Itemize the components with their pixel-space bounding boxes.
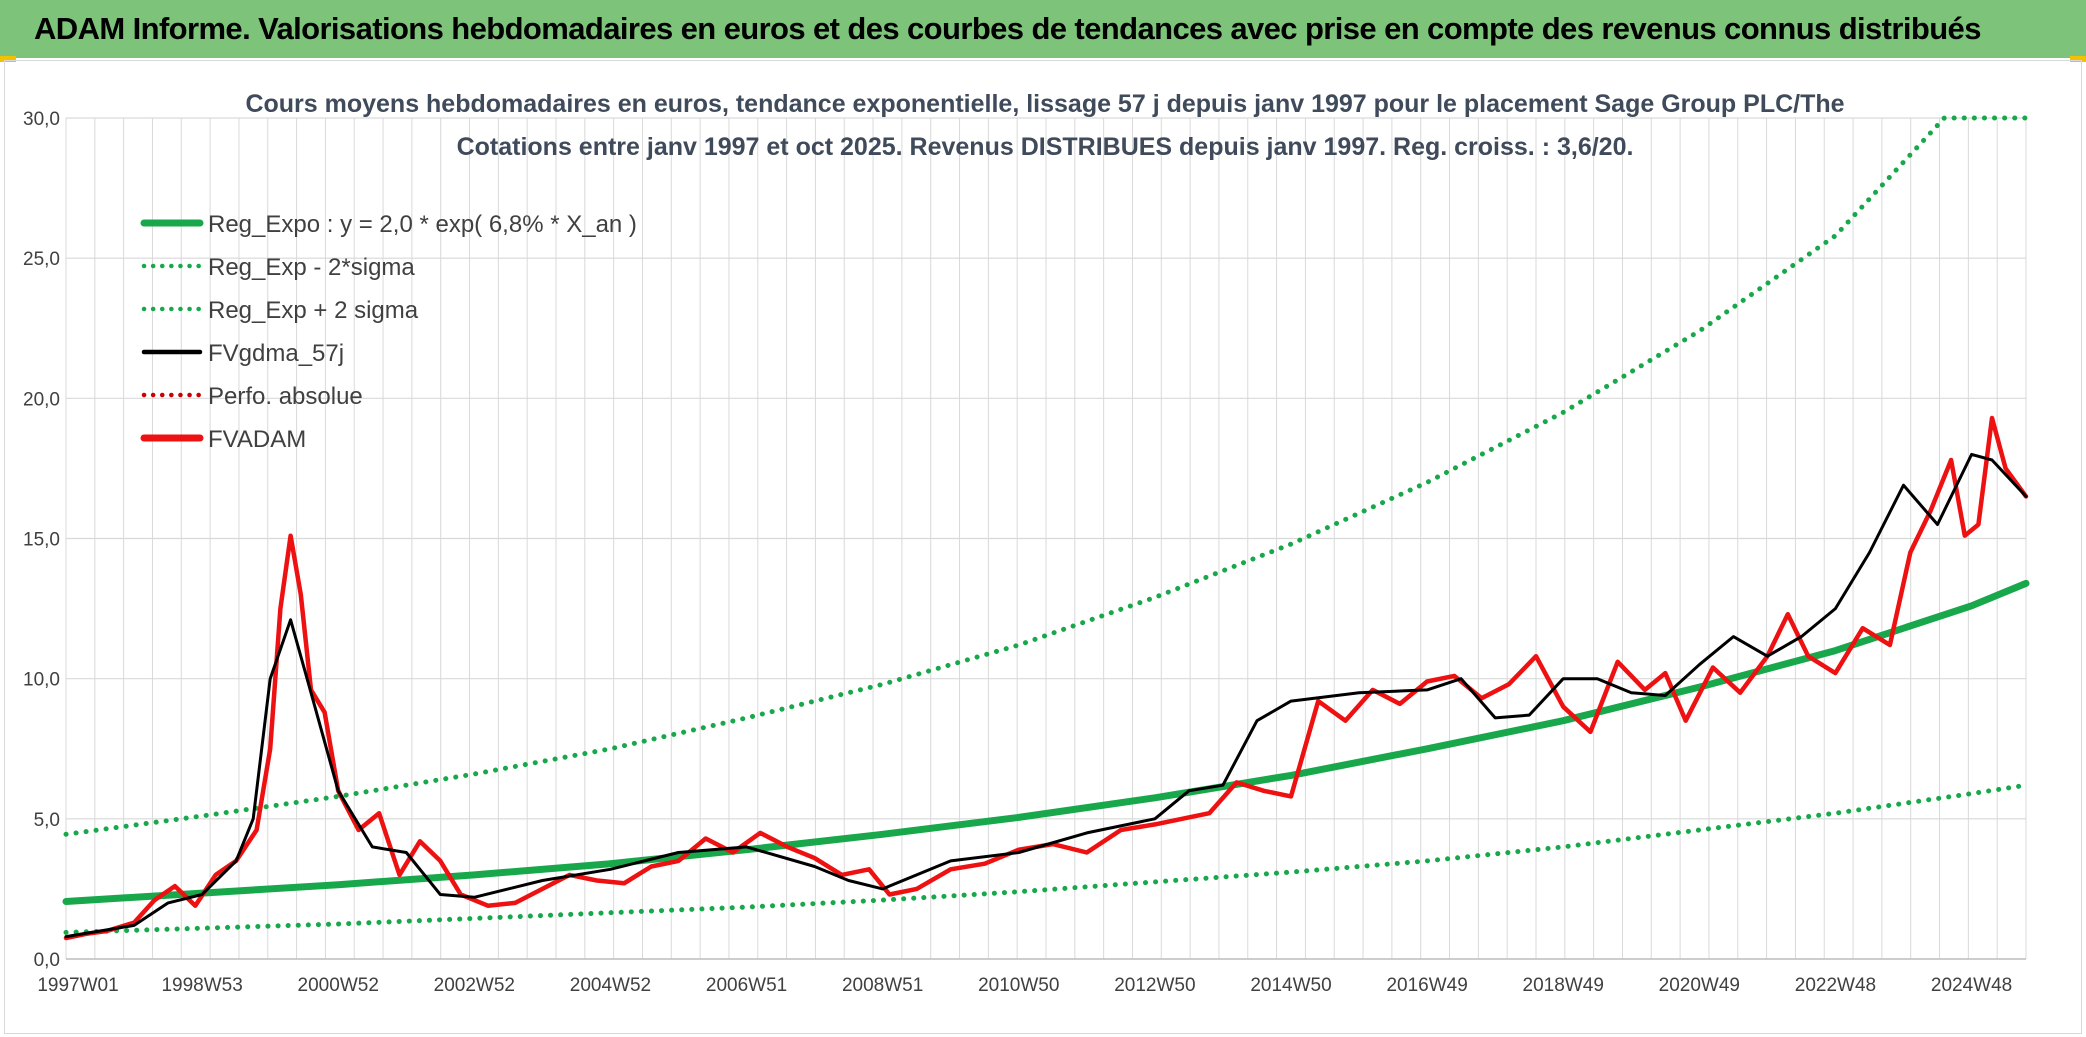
chart-title: Cours moyens hebdomadaires en euros, ten…: [245, 90, 1844, 118]
y-tick-label: 0,0: [34, 950, 60, 971]
y-tick-label: 15,0: [23, 530, 60, 551]
chart-grid: [65, 117, 2027, 960]
chart-subtitle: Cotations entre janv 1997 et oct 2025. R…: [457, 133, 1634, 161]
corner-accent-right: [2070, 56, 2086, 62]
legend-item-smoothed-label: FVgdma_57j: [208, 340, 344, 367]
x-tick-label: 2006W51: [706, 975, 787, 996]
x-axis-ticks: 1997W01 1998W53 2000W52 2002W52 2004W52 2006W…: [37, 975, 2012, 996]
x-tick-label: 2016W49: [1386, 975, 1467, 996]
y-tick-label: 10,0: [23, 670, 60, 691]
y-tick-label: 30,0: [23, 109, 60, 130]
report-title: ADAM Informe. Valorisations hebdomadaire…: [34, 11, 1981, 46]
chart-frame: [4, 60, 2082, 1034]
x-tick-label: 2020W49: [1659, 975, 1740, 996]
y-tick-label: 25,0: [23, 249, 60, 270]
series-fvadam: [63, 415, 2029, 941]
y-axis-ticks: 0,0 5,0 10,0 15,0 20,0 25,0 30,0: [23, 109, 60, 971]
series-smoothed-57j: [64, 452, 2028, 939]
legend-item-perf-label: Perfo. absolue: [208, 383, 363, 410]
x-tick-label: 2004W52: [570, 975, 651, 996]
x-tick-label: 1997W01: [37, 975, 118, 996]
legend-item-fvadam-label: FVADAM: [208, 426, 306, 453]
x-tick-label: 2000W52: [298, 975, 379, 996]
x-tick-label: 2008W51: [842, 975, 923, 996]
y-tick-label: 5,0: [34, 810, 60, 831]
legend-item-upper-sigma-label: Reg_Exp + 2 sigma: [208, 297, 419, 324]
series-lower-sigma-band: [63, 782, 2029, 935]
y-tick-label: 20,0: [23, 389, 60, 410]
legend-item-regression-label: Reg_Expo : y = 2,0 * exp( 6,8% * X_an ): [208, 211, 637, 238]
x-tick-label: 2012W50: [1114, 975, 1195, 996]
series-upper-sigma-band: [63, 115, 2029, 837]
report-header: ADAM Informe. Valorisations hebdomadaire…: [0, 0, 2086, 58]
legend-item-lower-sigma-label: Reg_Exp - 2*sigma: [208, 254, 415, 281]
x-tick-label: 2010W50: [978, 975, 1059, 996]
x-tick-label: 2018W49: [1523, 975, 1604, 996]
chart-series: [62, 115, 2030, 941]
chart-legend: Reg_Expo : y = 2,0 * exp( 6,8% * X_an ) R…: [140, 211, 637, 453]
x-tick-label: 2024W48: [1931, 975, 2012, 996]
series-regression-line: [62, 579, 2030, 905]
x-tick-label: 2022W48: [1795, 975, 1876, 996]
x-tick-label: 1998W53: [161, 975, 242, 996]
corner-accent-left: [0, 56, 16, 62]
x-tick-label: 2014W50: [1250, 975, 1331, 996]
x-tick-label: 2002W52: [434, 975, 515, 996]
